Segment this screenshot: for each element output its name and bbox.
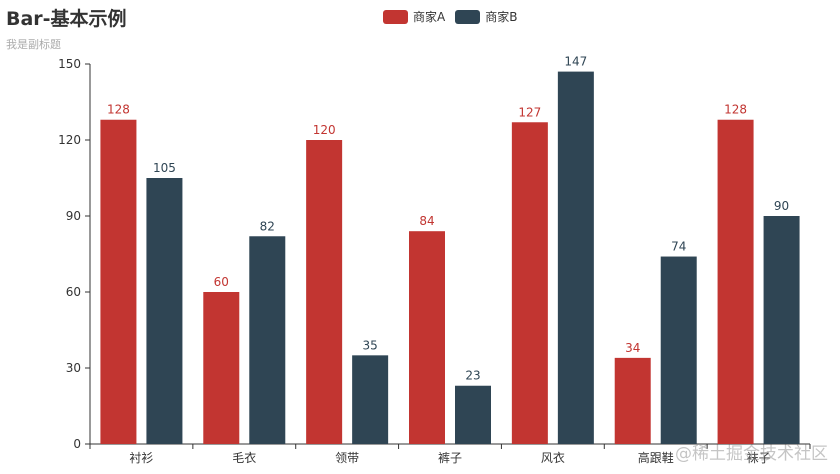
bar-series-b (660, 256, 697, 444)
legend-label-series-a: 商家A (413, 10, 446, 24)
x-tick-label: 裤子 (438, 451, 462, 465)
bar-series-a (614, 357, 651, 444)
y-tick-label: 90 (66, 209, 81, 223)
data-label: 35 (363, 338, 378, 352)
data-label: 34 (625, 341, 640, 355)
data-label: 82 (260, 219, 275, 233)
data-label: 128 (107, 103, 130, 117)
legend-swatch-series-a (383, 9, 408, 24)
y-tick-label: 0 (73, 437, 81, 451)
legend-item-series-a[interactable]: 商家A (383, 8, 445, 25)
data-label: 23 (465, 369, 480, 383)
data-label: 147 (564, 55, 587, 69)
bar-series-b (557, 71, 594, 444)
watermark: @稀土掘金技术社区 (675, 444, 828, 464)
bar-series-a (306, 140, 343, 444)
y-tick-label: 120 (58, 133, 81, 147)
y-tick-label: 150 (58, 57, 81, 71)
x-tick-label: 衬衫 (129, 451, 153, 465)
data-label: 84 (419, 214, 434, 228)
bar-series-a (511, 122, 548, 445)
x-tick-label: 袜子 (747, 451, 771, 465)
data-label: 120 (313, 123, 336, 137)
bar-series-a (717, 119, 754, 444)
x-tick-label: 高跟鞋 (638, 450, 674, 465)
bar-series-b (763, 216, 800, 444)
bar-series-a (100, 119, 137, 444)
x-tick-label: 风衣 (541, 450, 565, 465)
bar-series-b (146, 178, 183, 444)
y-tick-label: 60 (66, 285, 81, 299)
x-tick-label: 毛衣 (232, 450, 256, 465)
legend-swatch-series-b (455, 9, 481, 24)
legend-item-series-b[interactable]: 商家B (455, 8, 517, 25)
y-tick-label: 30 (66, 361, 81, 375)
legend-label-series-b: 商家B (485, 10, 518, 24)
bar-series-b (455, 385, 491, 444)
legend: 商家A 商家B (383, 8, 517, 25)
bar-series-a (203, 292, 240, 444)
data-label: 90 (774, 199, 789, 213)
chart-title: Bar-基本示例 (6, 8, 127, 30)
bar-series-b (249, 236, 286, 444)
bar-series-a (409, 231, 445, 444)
data-label: 60 (214, 275, 229, 289)
data-label: 127 (518, 105, 541, 119)
x-tick-label: 领带 (335, 451, 359, 465)
bar-series-b (352, 355, 389, 444)
chart-subtitle: 我是副标题 (6, 38, 61, 51)
data-label: 128 (724, 103, 747, 117)
data-label: 105 (153, 161, 176, 175)
data-label: 74 (671, 240, 686, 254)
